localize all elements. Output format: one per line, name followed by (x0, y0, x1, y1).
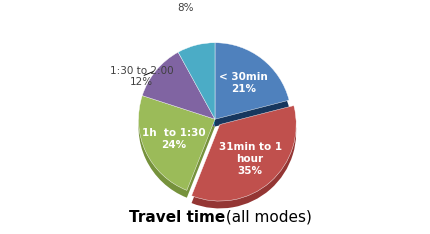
Text: > 2:00h
8%: > 2:00h 8% (164, 0, 206, 13)
Wedge shape (138, 103, 215, 198)
Text: 1h  to 1:30
24%: 1h to 1:30 24% (141, 128, 205, 150)
Wedge shape (178, 43, 215, 119)
Text: < 30min
21%: < 30min 21% (219, 72, 267, 94)
Text: (all modes): (all modes) (221, 210, 312, 225)
Wedge shape (178, 50, 215, 127)
Wedge shape (215, 50, 289, 127)
Wedge shape (142, 59, 215, 127)
Text: 31min to 1
hour
35%: 31min to 1 hour 35% (218, 143, 282, 176)
Wedge shape (215, 43, 289, 119)
Wedge shape (142, 52, 215, 119)
Wedge shape (191, 106, 296, 201)
Wedge shape (138, 95, 215, 190)
Text: 1:30 to 2:00
12%: 1:30 to 2:00 12% (110, 66, 173, 87)
Text: Travel time: Travel time (129, 210, 225, 225)
Wedge shape (191, 113, 296, 208)
